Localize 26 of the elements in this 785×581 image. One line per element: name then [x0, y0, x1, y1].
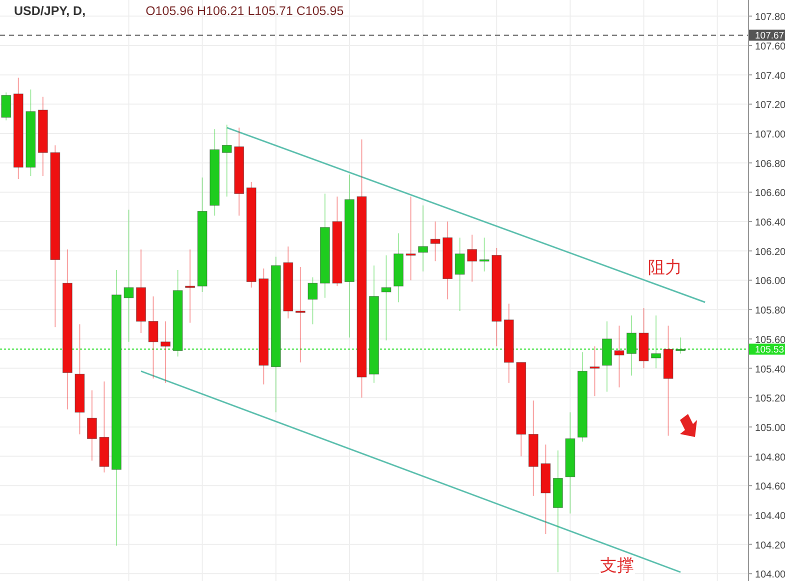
y-tick-label: 106.60 — [755, 188, 785, 200]
y-tick-label: 104.20 — [755, 540, 785, 552]
y-tick-label: 107.80 — [755, 12, 785, 24]
chart-title: USD/JPY, D, — [14, 4, 86, 18]
y-tick-label: 104.60 — [755, 482, 785, 493]
annotation: 阻力 — [648, 258, 682, 277]
y-tick-label: 107.20 — [755, 100, 785, 112]
y-tick-label: 105.80 — [755, 306, 785, 317]
y-tick-label: 106.40 — [755, 218, 785, 229]
y-tick-label: 107.00 — [755, 130, 785, 141]
y-tick-label: 104.80 — [755, 452, 785, 464]
y-tick-label: 105.20 — [755, 394, 785, 405]
y-tick-label: 105.40 — [755, 364, 785, 376]
ref-line-label: 105.53 — [755, 344, 784, 356]
y-tick-label: 106.20 — [755, 246, 785, 258]
annotation: 支撑 — [600, 556, 634, 575]
y-tick-label: 104.40 — [755, 510, 785, 522]
ref-line-label: 107.67 — [755, 30, 784, 42]
y-tick-label: 105.60 — [755, 334, 785, 346]
y-tick-label: 104.00 — [755, 570, 785, 581]
chart-subtitle: O105.96 H106.21 L105.71 C105.95 — [146, 4, 344, 18]
y-tick-label: 106.00 — [755, 276, 785, 288]
y-tick-label: 106.80 — [755, 158, 785, 170]
y-tick-label: 107.60 — [755, 41, 785, 52]
y-tick-label: 105.00 — [755, 422, 785, 434]
y-tick-label: 107.40 — [755, 70, 785, 82]
